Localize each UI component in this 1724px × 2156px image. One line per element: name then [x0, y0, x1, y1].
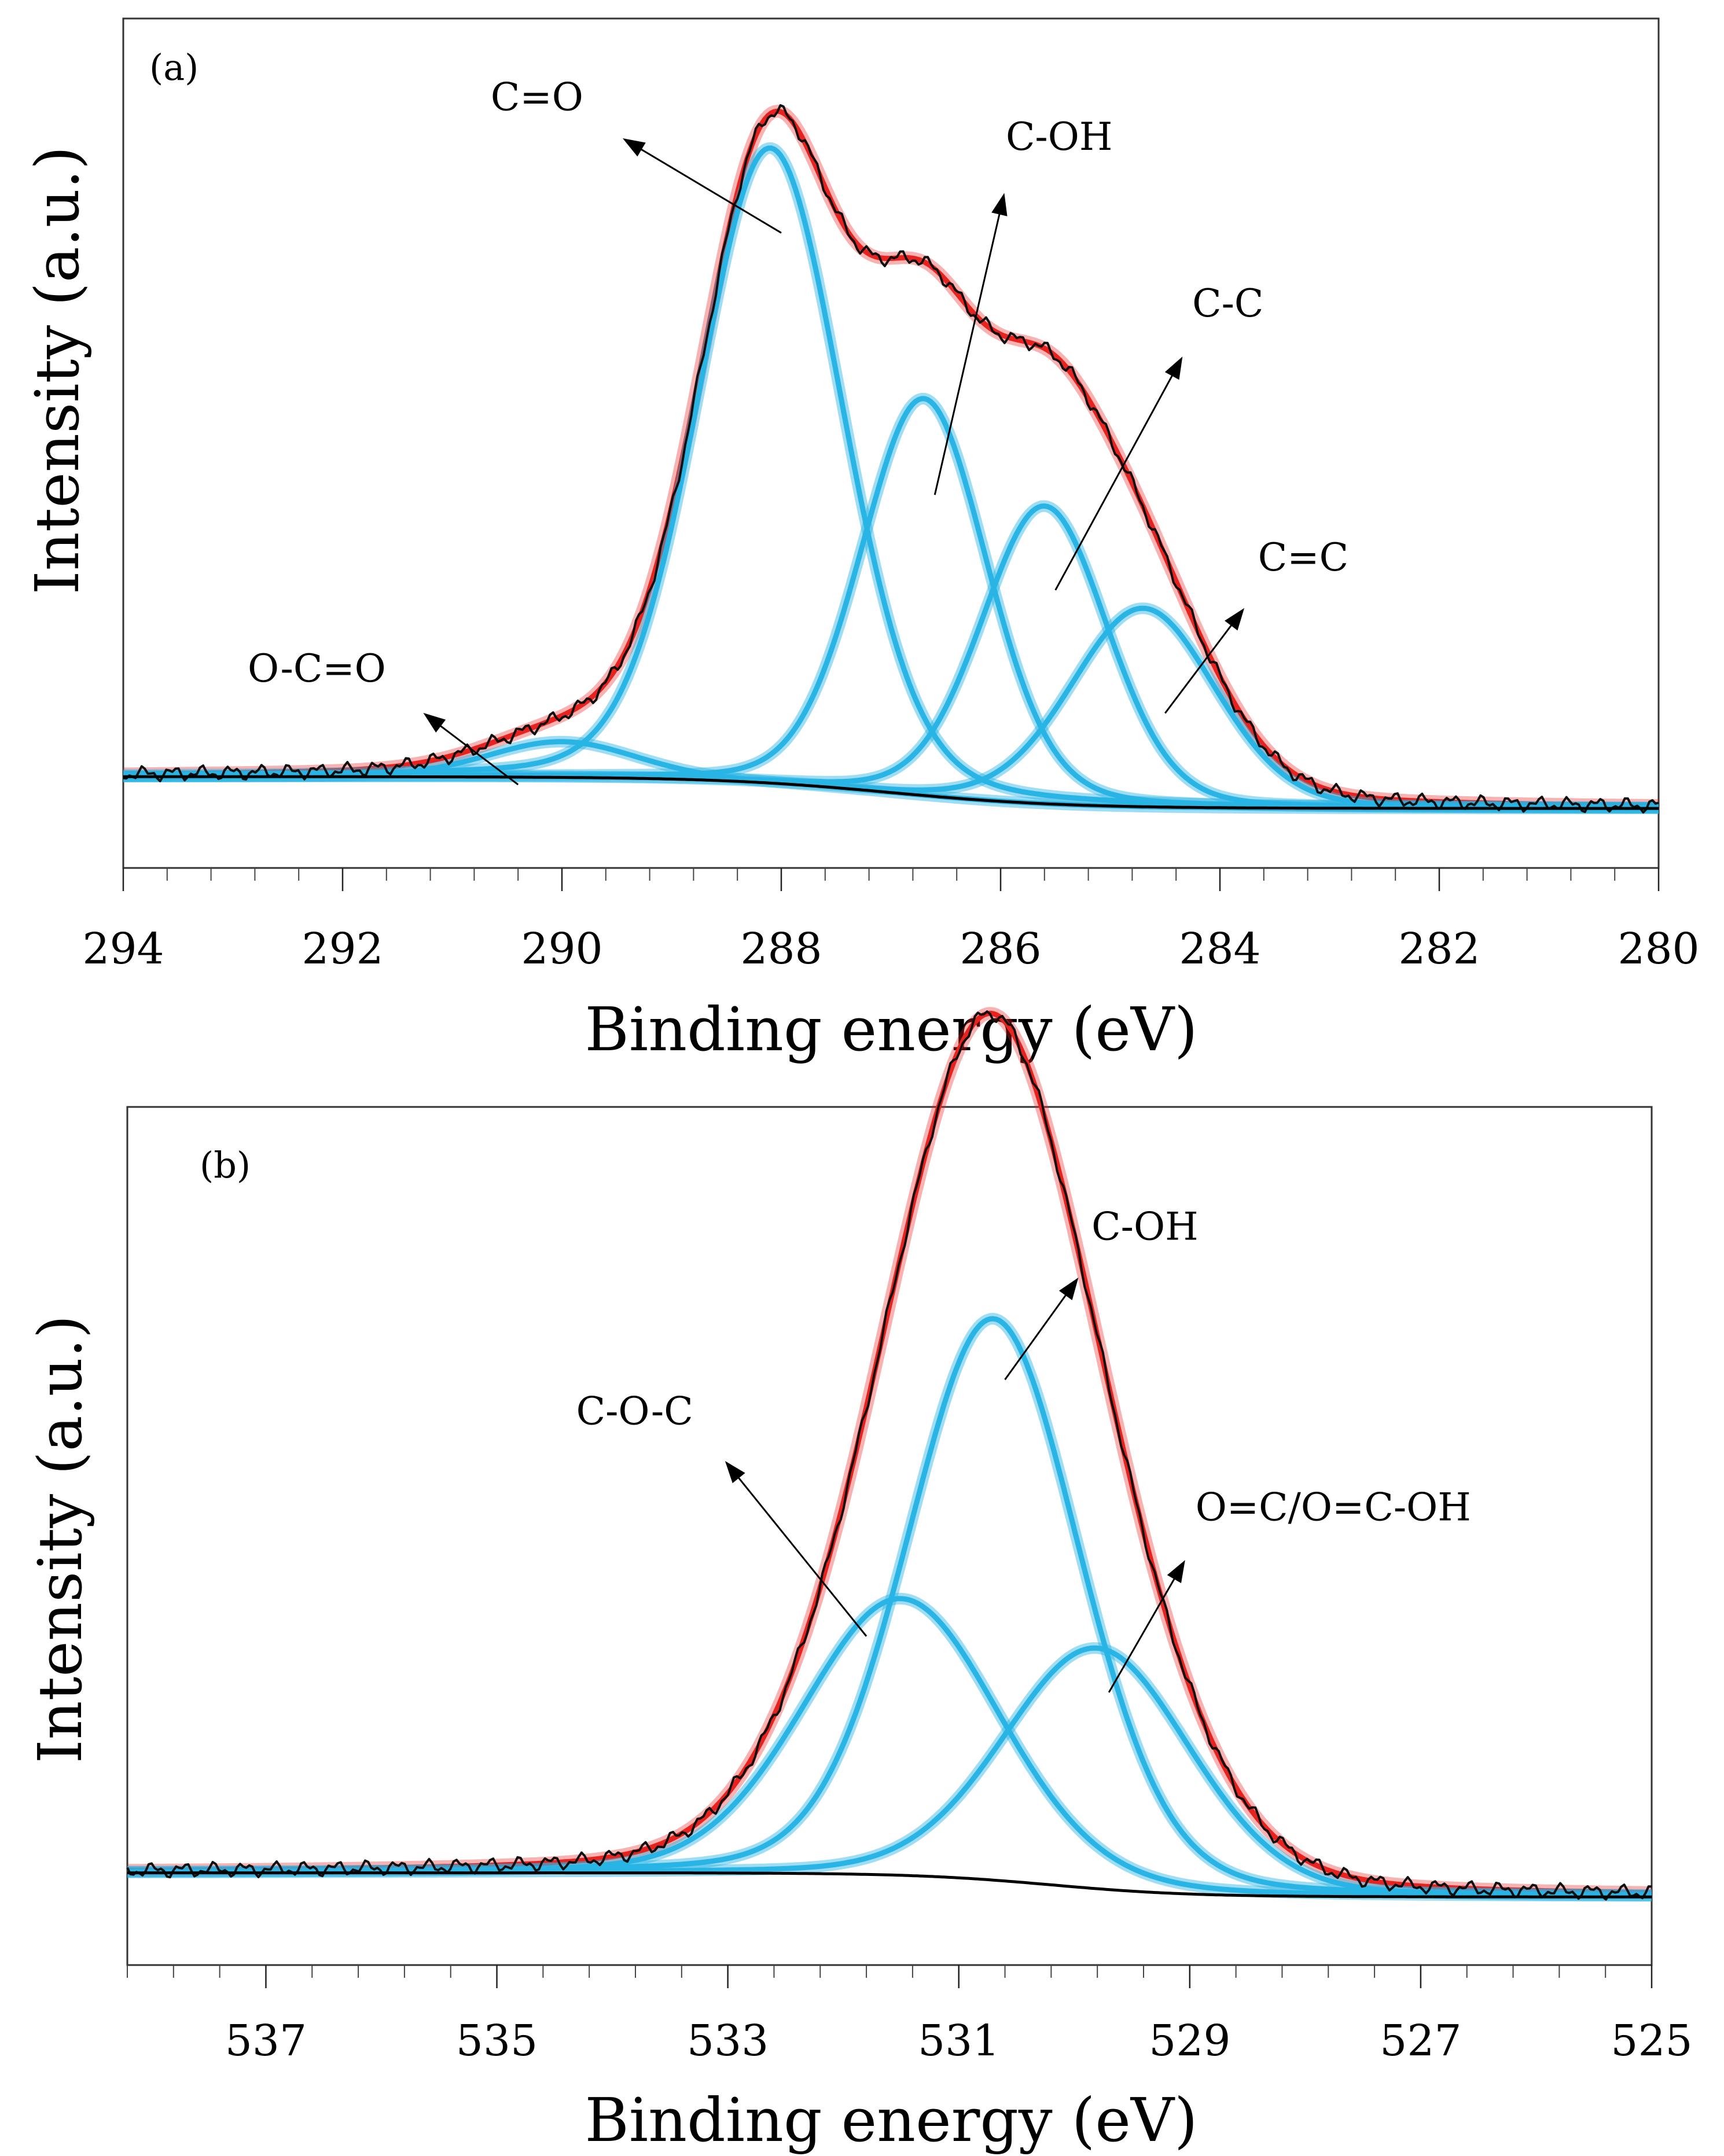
x-tick-label: 537 [225, 2016, 307, 2066]
annotation-arrowhead-c-oh [1058, 1277, 1079, 1300]
annotation-arrow-c-oh [1004, 1279, 1078, 1381]
panel-b-curves [124, 1007, 1655, 1902]
x-tick-label: 282 [1398, 924, 1480, 974]
panel-b-o1s-chart: (b) 537 535 533 531 529 527 525 C-OH C-O-C O=C/O… [25, 1007, 1693, 2155]
annotation-arrowhead-c-o [622, 138, 646, 157]
fit-envelope-halo [124, 1007, 1655, 1899]
x-tick-label: 525 [1611, 2016, 1692, 2066]
peak-label-c-c: C-C [1192, 281, 1263, 326]
annotation-arrowhead-o-c-o-c-oh [1167, 1560, 1185, 1584]
background-baseline [123, 775, 1659, 810]
component-halo-c-oh [120, 392, 1661, 814]
peak-label-c-oh: C-OH [1006, 115, 1112, 159]
annotation-arrowhead-c-o-c [725, 1460, 745, 1484]
panel-b-x-ticks [127, 1965, 1653, 1988]
fit-envelope-line [127, 1010, 1652, 1896]
x-tick-label: 288 [740, 924, 822, 974]
x-tick-label: 529 [1149, 2016, 1230, 2066]
panel-a-curves [120, 104, 1662, 814]
background-baseline [127, 1871, 1652, 1899]
peak-label-c-c: C=C [1258, 535, 1348, 580]
panel-a-annotations: C=O C-OH C-C C=C O-C=O [248, 75, 1348, 786]
panel-a-y-axis-title: Intensity (a.u.) [22, 146, 93, 595]
annotation-arrowhead-c-c [1164, 356, 1183, 380]
component-peak-c-o [123, 145, 1659, 811]
panel-b-plot-frame [126, 1106, 1653, 1966]
panel-a-label: (a) [149, 46, 199, 89]
x-tick-label: 531 [918, 2016, 999, 2066]
measured-spectrum [126, 1010, 1652, 1901]
panel-a-c1s-chart: (a) 294 292 290 288 286 284 282 280 C=OC-OHC-CC… [22, 17, 1700, 1065]
annotation-arrowhead-c-oh [991, 193, 1008, 216]
component-halo-o-c-o-c-oh [124, 1642, 1655, 1901]
x-tick-label: 290 [521, 924, 602, 974]
component-peak-o-c-o-c-oh [127, 1645, 1652, 1899]
x-tick-label: 294 [82, 924, 164, 974]
x-tick-label: 280 [1618, 924, 1699, 974]
peak-label-o-c-o-c-oh: O=C/O=C-OH [1196, 1485, 1471, 1530]
panel-b-x-tick-labels: 537 535 533 531 529 527 525 [225, 2016, 1693, 2066]
panel-b-annotations: C-OH C-O-C O=C/O=C-OH [576, 1204, 1471, 1693]
x-tick-label: 527 [1380, 2016, 1461, 2066]
x-tick-label: 292 [302, 924, 383, 974]
annotation-arrow-c-c [1054, 358, 1182, 591]
panel-a-x-tick-labels: 294 292 290 288 286 284 282 280 [82, 924, 1699, 974]
panel-a-x-ticks [122, 868, 1660, 891]
peak-label-c-o: C=O [491, 75, 583, 119]
measured-spectrum [123, 104, 1659, 814]
panel-b-y-axis-title: Intensity (a.u.) [25, 1315, 95, 1764]
x-tick-label: 286 [960, 924, 1041, 974]
component-peak-c-oh [127, 1316, 1652, 1898]
x-tick-label: 284 [1179, 924, 1260, 974]
annotation-arrow-c-o-c [726, 1462, 867, 1637]
annotation-arrow-o-c-o-c-oh [1108, 1561, 1185, 1693]
peak-label-o-c-o: O-C=O [248, 646, 386, 691]
x-tick-label: 535 [456, 2016, 538, 2066]
annotation-arrowhead-o-c-o [423, 712, 446, 733]
x-tick-label: 533 [687, 2016, 769, 2066]
annotation-arrow-c-o [624, 138, 782, 234]
component-halo-c-o [120, 142, 1661, 814]
annotation-arrowhead-c-c [1225, 608, 1245, 631]
annotation-arrow-c-c [1164, 609, 1244, 714]
peak-label-c-o-c: C-O-C [576, 1389, 693, 1433]
panel-a-plot-frame [122, 17, 1660, 869]
panel-b-x-axis-title: Binding energy (eV) [585, 2085, 1197, 2155]
panel-b-label: (b) [200, 1144, 251, 1186]
annotation-arrow-c-oh [933, 195, 1005, 495]
peak-label-c-oh: C-OH [1091, 1204, 1198, 1249]
panel-a-x-axis-title: Binding energy (eV) [585, 994, 1197, 1065]
